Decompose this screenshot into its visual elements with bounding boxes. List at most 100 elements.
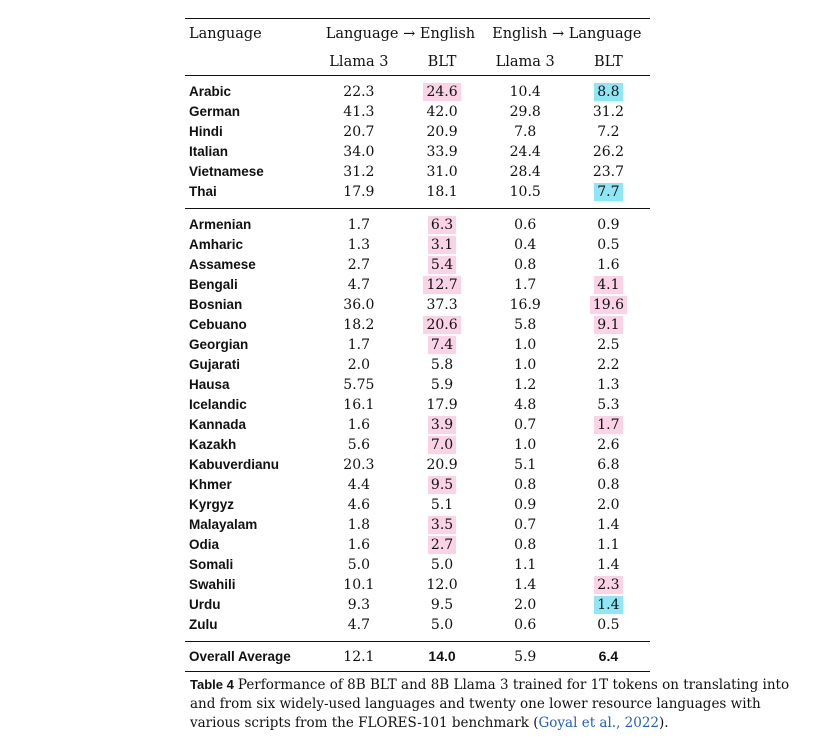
score-cell: 0.9 bbox=[567, 215, 650, 235]
language-name: Thai bbox=[189, 184, 217, 199]
score-cell: 42.0 bbox=[400, 102, 483, 122]
score-cell: 1.0 bbox=[484, 335, 567, 355]
score-cell: 9.5 bbox=[400, 475, 483, 495]
score-value: 0.8 bbox=[514, 257, 537, 273]
score-cell: 12.7 bbox=[400, 275, 483, 295]
table-row: Icelandic 16.1 17.9 4.8 5.3 bbox=[185, 395, 650, 415]
score-value: 1.4 bbox=[597, 557, 620, 573]
score-value: 1.8 bbox=[347, 517, 370, 533]
header-row-groups: Language Language → English English → La… bbox=[185, 18, 650, 49]
score-cell: 37.3 bbox=[400, 295, 483, 315]
score-cell: 28.4 bbox=[484, 162, 567, 182]
score-cell: 20.6 bbox=[400, 315, 483, 335]
score-cell: 10.1 bbox=[317, 575, 400, 595]
caption-citation-link[interactable]: Goyal et al., 2022 bbox=[538, 715, 660, 731]
score-cell: 1.4 bbox=[567, 595, 650, 615]
score-cell: 2.0 bbox=[484, 595, 567, 615]
average-value: 5.9 bbox=[514, 648, 537, 665]
score-value: 6.3 bbox=[427, 216, 457, 234]
score-value: 0.9 bbox=[597, 217, 620, 233]
score-cell: 12.0 bbox=[400, 575, 483, 595]
score-cell: 5.8 bbox=[400, 355, 483, 375]
score-value: 8.8 bbox=[594, 83, 623, 101]
score-value: 29.8 bbox=[509, 104, 541, 120]
score-value: 2.0 bbox=[347, 357, 370, 373]
score-value: 7.4 bbox=[427, 336, 457, 354]
table-row: Malayalam 1.8 3.5 0.7 1.4 bbox=[185, 515, 650, 535]
language-name: Hindi bbox=[189, 124, 223, 139]
score-value: 3.5 bbox=[427, 516, 457, 534]
table-row: Odia 1.6 2.7 0.8 1.1 bbox=[185, 535, 650, 555]
score-value: 2.7 bbox=[347, 257, 370, 273]
results-table: Language Language → English English → La… bbox=[185, 18, 650, 672]
score-cell: 5.0 bbox=[400, 615, 483, 635]
score-cell: 24.4 bbox=[484, 142, 567, 162]
score-cell: 1.7 bbox=[317, 215, 400, 235]
score-cell: 20.7 bbox=[317, 122, 400, 142]
score-value: 2.6 bbox=[597, 437, 620, 453]
language-name: Cebuano bbox=[189, 317, 247, 332]
score-value: 4.7 bbox=[347, 617, 370, 633]
score-cell: 0.7 bbox=[484, 415, 567, 435]
score-cell: 2.3 bbox=[567, 575, 650, 595]
average-value: 12.1 bbox=[343, 648, 375, 665]
score-value: 7.8 bbox=[514, 124, 537, 140]
language-name: Kazakh bbox=[189, 437, 237, 452]
table-row: Kazakh 5.6 7.0 1.0 2.6 bbox=[185, 435, 650, 455]
score-value: 24.4 bbox=[509, 144, 541, 160]
score-cell: 31.0 bbox=[400, 162, 483, 182]
score-value: 3.1 bbox=[427, 236, 457, 254]
table-row: Zulu 4.7 5.0 0.6 0.5 bbox=[185, 615, 650, 635]
score-value: 12.0 bbox=[426, 577, 458, 593]
score-cell: 2.0 bbox=[317, 355, 400, 375]
score-value: 17.9 bbox=[426, 397, 458, 413]
table-caption: Table 4 Performance of 8B BLT and 8B Llam… bbox=[190, 675, 810, 733]
score-cell: 1.1 bbox=[484, 555, 567, 575]
header-e2l-llama: Llama 3 bbox=[483, 49, 567, 76]
score-value: 36.0 bbox=[343, 297, 375, 313]
score-cell: 2.0 bbox=[567, 495, 650, 515]
average-value: 14.0 bbox=[428, 648, 456, 664]
score-value: 1.2 bbox=[514, 377, 537, 393]
score-cell: 29.8 bbox=[484, 102, 567, 122]
score-cell: 0.8 bbox=[484, 255, 567, 275]
language-name: Kabuverdianu bbox=[189, 457, 280, 472]
score-cell: 5.6 bbox=[317, 435, 400, 455]
table-row: Bengali 4.7 12.7 1.7 4.1 bbox=[185, 275, 650, 295]
language-name: Arabic bbox=[189, 84, 232, 99]
score-value: 4.4 bbox=[347, 477, 370, 493]
score-value: 2.7 bbox=[427, 536, 457, 554]
score-cell: 1.2 bbox=[484, 375, 567, 395]
score-value: 0.9 bbox=[514, 497, 537, 513]
score-cell: 0.6 bbox=[484, 215, 567, 235]
language-name: Swahili bbox=[189, 577, 236, 592]
score-cell: 0.8 bbox=[484, 475, 567, 495]
score-value: 20.9 bbox=[426, 457, 458, 473]
table-row: Khmer 4.4 9.5 0.8 0.8 bbox=[185, 475, 650, 495]
score-value: 1.6 bbox=[347, 537, 370, 553]
table-row: Arabic 22.3 24.6 10.4 8.8 bbox=[185, 82, 650, 102]
score-value: 31.2 bbox=[592, 104, 624, 120]
score-cell: 4.6 bbox=[317, 495, 400, 515]
table-row: Urdu 9.3 9.5 2.0 1.4 bbox=[185, 595, 650, 615]
table-row: Gujarati 2.0 5.8 1.0 2.2 bbox=[185, 355, 650, 375]
score-value: 20.3 bbox=[343, 457, 375, 473]
score-value: 5.6 bbox=[347, 437, 370, 453]
score-cell: 0.4 bbox=[484, 235, 567, 255]
spacer-cell bbox=[566, 208, 650, 215]
score-cell: 5.3 bbox=[567, 395, 650, 415]
score-value: 4.6 bbox=[347, 497, 370, 513]
spacer-cell bbox=[400, 208, 484, 215]
score-value: 1.0 bbox=[514, 337, 537, 353]
score-value: 9.1 bbox=[594, 316, 623, 334]
score-value: 18.1 bbox=[426, 184, 458, 200]
table-row: Kannada 1.6 3.9 0.7 1.7 bbox=[185, 415, 650, 435]
score-cell: 4.8 bbox=[484, 395, 567, 415]
score-value: 7.0 bbox=[427, 436, 457, 454]
language-name: Bengali bbox=[189, 277, 238, 292]
score-value: 0.8 bbox=[514, 537, 537, 553]
score-cell: 4.7 bbox=[317, 615, 400, 635]
score-cell: 4.7 bbox=[317, 275, 400, 295]
score-value: 5.75 bbox=[343, 377, 375, 393]
language-name: Assamese bbox=[189, 257, 256, 272]
